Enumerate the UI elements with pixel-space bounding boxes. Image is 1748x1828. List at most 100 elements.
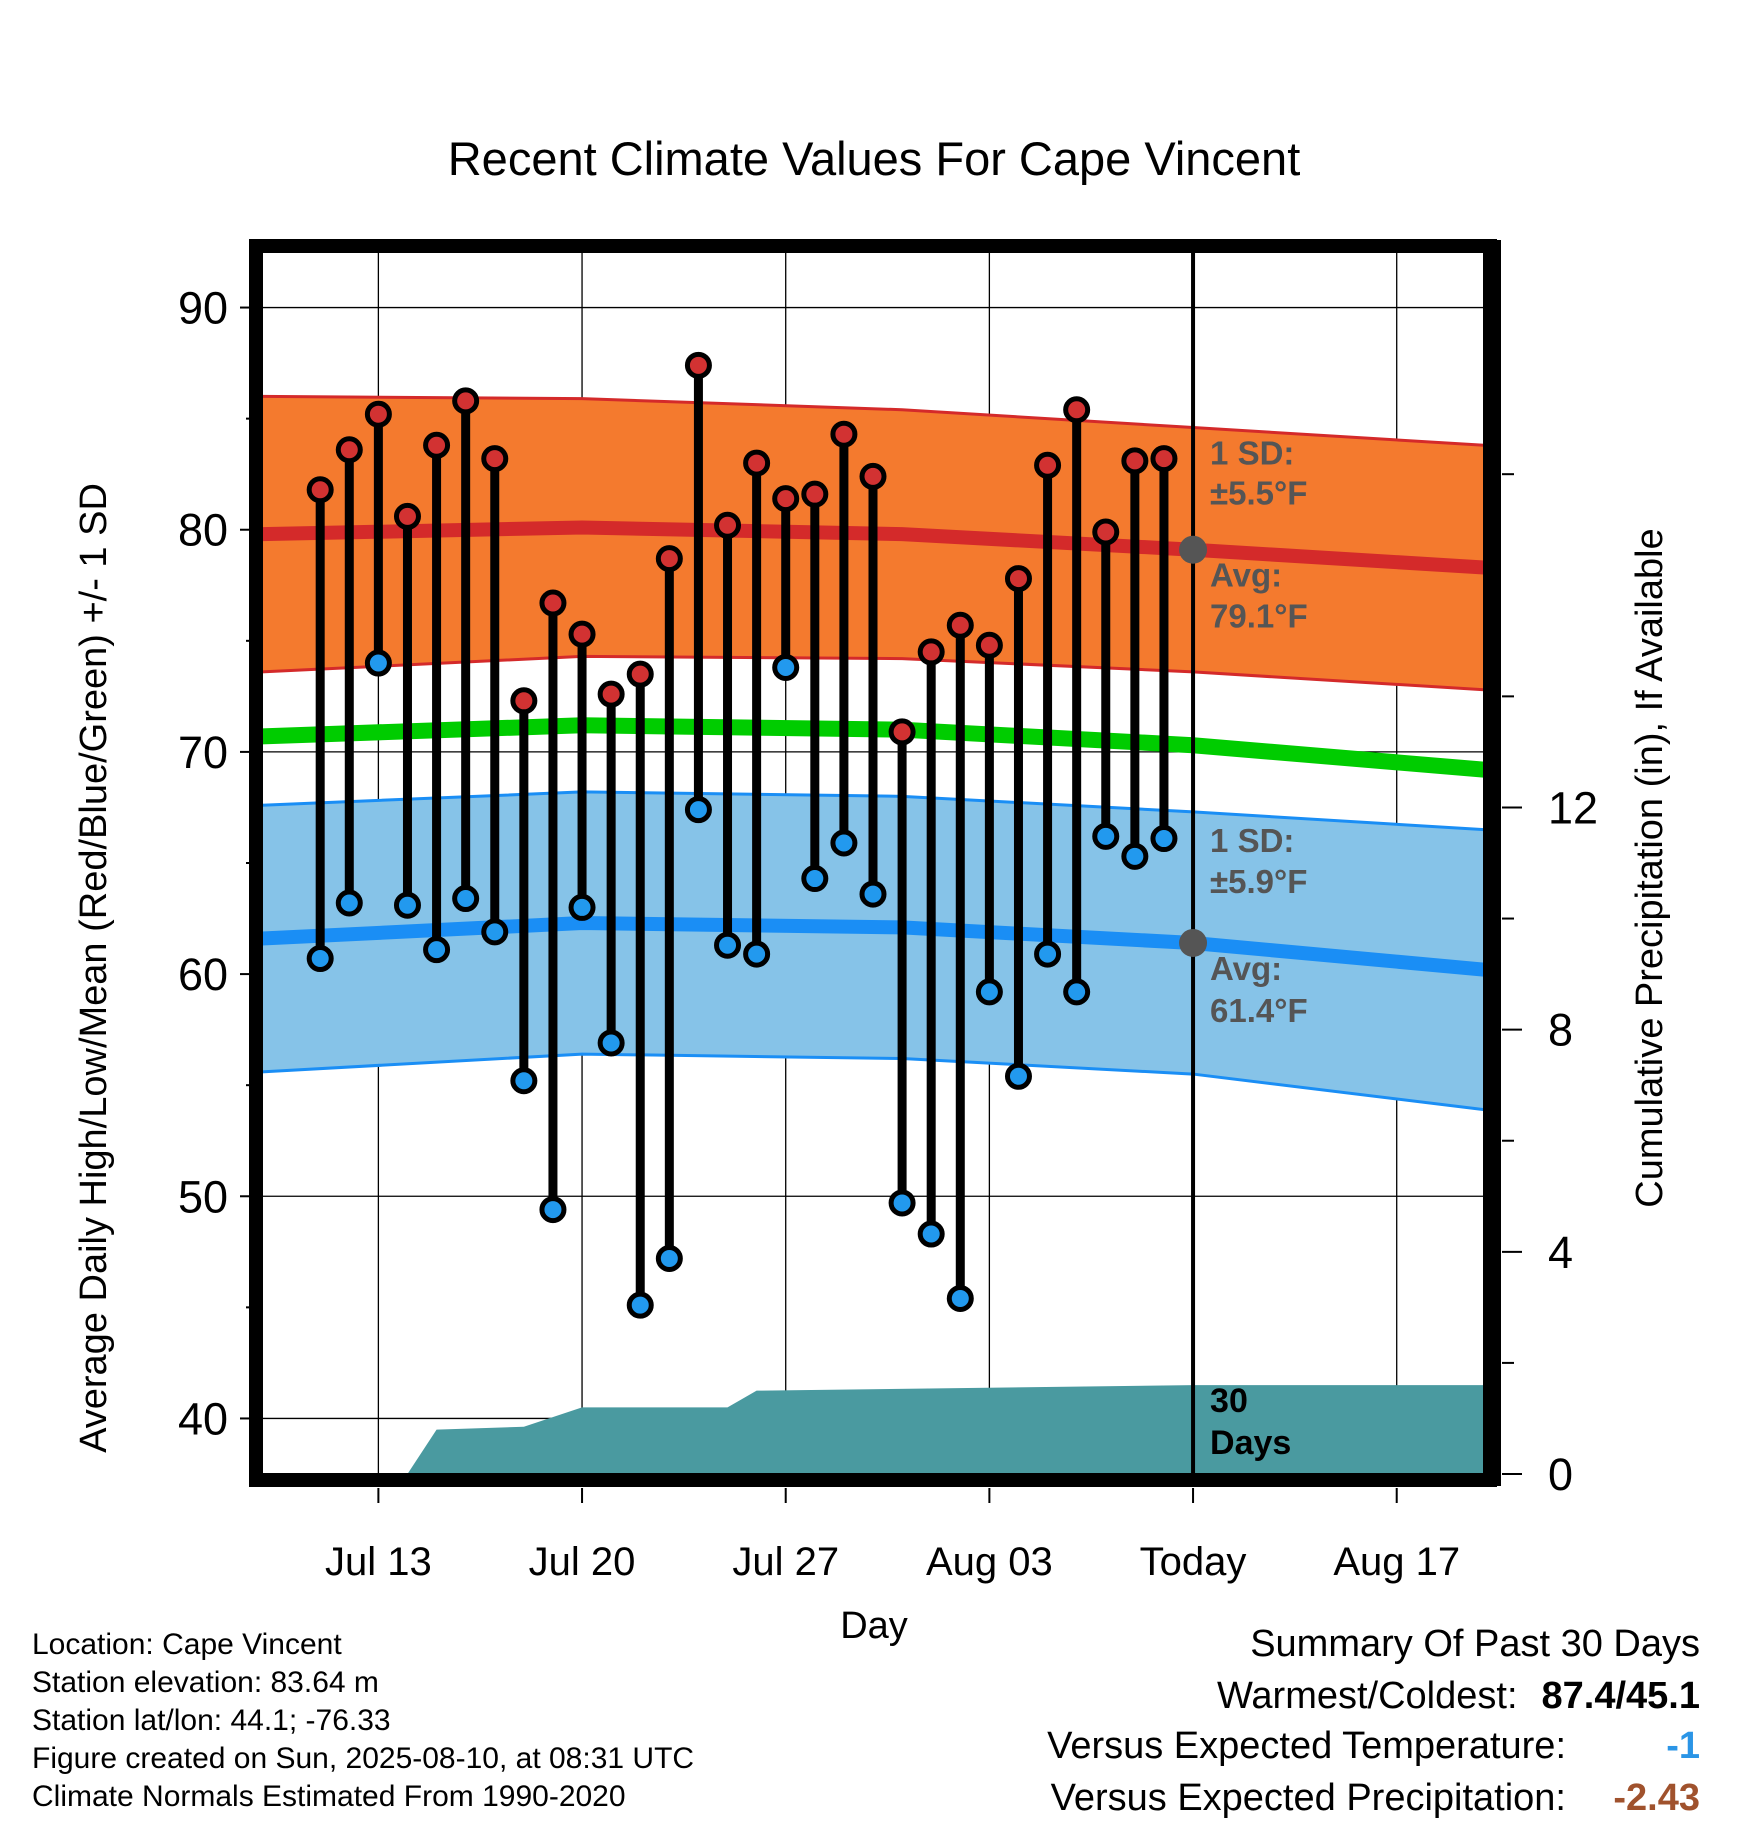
y2-tick-label: 0 <box>1548 1449 1573 1500</box>
low-point <box>1063 978 1091 1006</box>
low-point <box>626 1291 654 1319</box>
y-tick-label: 90 <box>178 283 228 334</box>
low-point <box>1150 825 1178 853</box>
low-sd-label: 1 SD: <box>1210 822 1294 859</box>
low-point <box>888 1189 916 1217</box>
warmest-coldest-value: 87.4/45.1 <box>1541 1675 1700 1717</box>
low-avg-label: Avg: <box>1210 950 1282 987</box>
period-number: 30 <box>1210 1382 1248 1420</box>
today-high-avg-marker <box>1179 535 1208 564</box>
high-sd-value: ±5.5°F <box>1210 475 1307 512</box>
low-avg-value: 61.4°F <box>1210 992 1308 1029</box>
x-axis-label: Day <box>840 1605 908 1647</box>
high-point <box>714 511 742 539</box>
y2-tick-label: 4 <box>1548 1227 1573 1278</box>
high-point <box>830 420 858 448</box>
low-point <box>335 889 363 917</box>
high-point <box>1004 565 1032 593</box>
high-point <box>1092 518 1120 546</box>
high-point <box>1150 445 1178 473</box>
low-point <box>539 1196 567 1224</box>
low-point <box>1092 822 1120 850</box>
y2-tick-label: 8 <box>1548 1005 1573 1056</box>
high-normal-line <box>262 520 1484 575</box>
y-axis-label: Average Daily High/Low/Mean (Red/Blue/Gr… <box>73 483 115 1453</box>
high-point <box>859 462 887 490</box>
high-point <box>423 431 451 459</box>
station-elevation: Station elevation: 83.64 m <box>32 1666 379 1699</box>
low-point <box>772 653 800 681</box>
low-point <box>743 940 771 968</box>
low-sd-band <box>262 791 1484 1110</box>
high-point <box>946 611 974 639</box>
high-sd-lower-edge <box>262 654 1484 692</box>
high-point <box>684 351 712 379</box>
low-sd-value: ±5.9°F <box>1210 863 1307 900</box>
high-point <box>1121 447 1149 475</box>
low-point <box>393 891 421 919</box>
high-point <box>452 387 480 415</box>
low-point <box>510 1067 538 1095</box>
y-tick-label: 70 <box>178 727 228 778</box>
chart-title: Recent Climate Values For Cape Vincent <box>448 132 1301 185</box>
low-point <box>714 931 742 959</box>
y-tick-label: 60 <box>178 949 228 1000</box>
low-point <box>306 945 334 973</box>
y2-axis-label: Cumulative Precipitation (in), If Availa… <box>1629 528 1671 1207</box>
low-point <box>364 649 392 677</box>
low-point <box>452 885 480 913</box>
high-point <box>743 449 771 477</box>
figure-created: Figure created on Sun, 2025-08-10, at 08… <box>32 1742 695 1775</box>
high-point <box>306 476 334 504</box>
summary-temperature: Versus Expected Temperature: -1 <box>1047 1722 1700 1770</box>
precipitation-label: Versus Expected Precipitation: <box>1050 1777 1566 1819</box>
low-point <box>801 865 829 893</box>
temperature-label: Versus Expected Temperature: <box>1047 1725 1566 1767</box>
low-point <box>481 918 509 946</box>
high-point <box>917 638 945 666</box>
low-point <box>1121 842 1149 870</box>
low-point <box>423 936 451 964</box>
high-point <box>539 589 567 617</box>
low-point <box>917 1220 945 1248</box>
y-tick-label: 80 <box>178 505 228 556</box>
low-point <box>946 1284 974 1312</box>
y-tick-label: 40 <box>178 1393 228 1444</box>
low-point <box>1004 1062 1032 1090</box>
low-point <box>655 1244 683 1272</box>
summary-warmest-coldest: Warmest/Coldest: 87.4/45.1 <box>1217 1672 1700 1720</box>
x-tick-label: Aug 17 <box>1333 1540 1460 1584</box>
high-point <box>510 687 538 715</box>
x-tick-label: Jul 13 <box>325 1540 432 1584</box>
low-point <box>684 796 712 824</box>
high-point <box>801 480 829 508</box>
high-point <box>568 620 596 648</box>
high-point <box>975 631 1003 659</box>
x-tick-label: Jul 20 <box>529 1540 636 1584</box>
x-tick-label: Today <box>1140 1540 1247 1584</box>
high-point <box>655 545 683 573</box>
high-sd-label: 1 SD: <box>1210 435 1294 472</box>
climate-normals-note: Climate Normals Estimated From 1990-2020 <box>32 1780 626 1813</box>
precipitation-value: -2.43 <box>1613 1777 1700 1819</box>
y-tick-label: 50 <box>178 1171 228 1222</box>
high-point <box>1063 396 1091 424</box>
high-avg-value: 79.1°F <box>1210 598 1308 635</box>
temperature-value: -1 <box>1666 1725 1700 1767</box>
low-point <box>859 880 887 908</box>
high-point <box>393 502 421 530</box>
x-tick-label: Aug 03 <box>926 1540 1053 1584</box>
low-point <box>975 978 1003 1006</box>
y2-tick-label: 12 <box>1548 782 1598 833</box>
summary-precipitation: Versus Expected Precipitation: -2.43 <box>1051 1774 1700 1822</box>
high-point <box>335 436 363 464</box>
low-point <box>830 829 858 857</box>
station-location: Location: Cape Vincent <box>32 1628 342 1661</box>
precipitation-area <box>262 1385 1484 1474</box>
low-point <box>568 893 596 921</box>
low-point <box>597 1029 625 1057</box>
period-unit: Days <box>1210 1424 1291 1462</box>
high-point <box>772 485 800 513</box>
